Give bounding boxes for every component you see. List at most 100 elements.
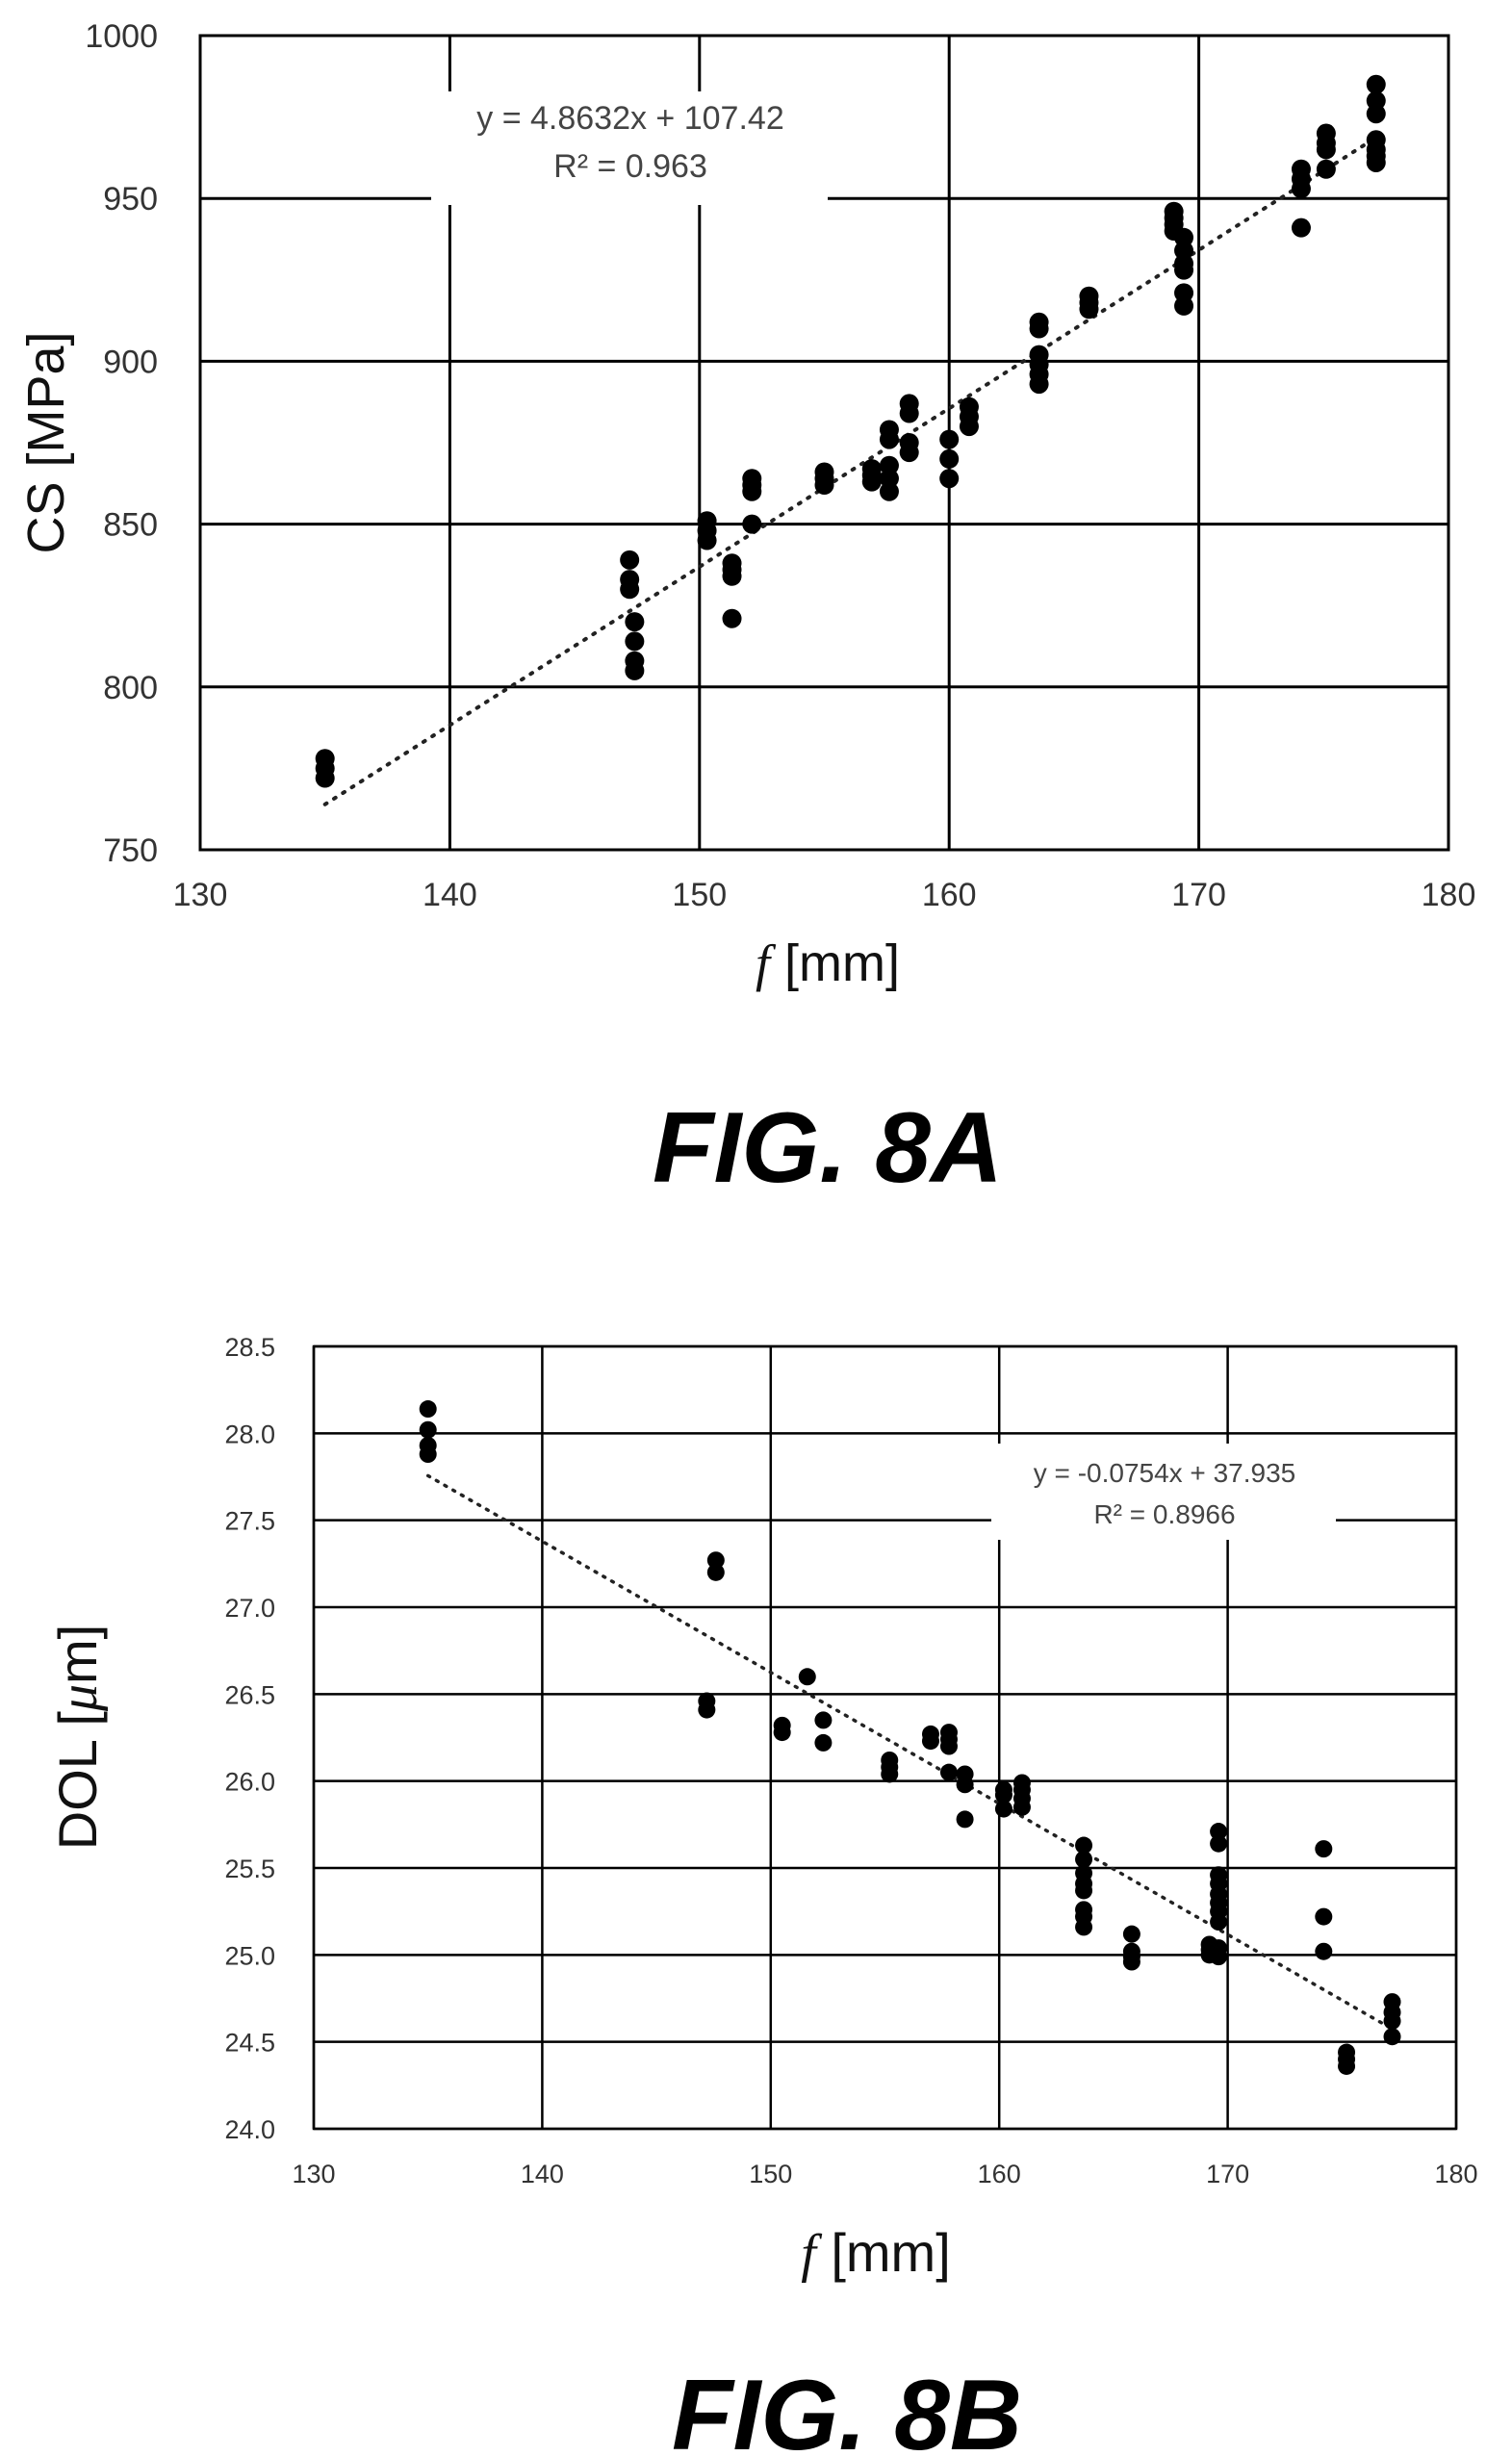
chartA-data-point xyxy=(1316,140,1336,160)
chart-8b-equation-box xyxy=(991,1444,1336,1540)
chartB-data-point xyxy=(1315,1907,1333,1926)
chartA-x-tick-label: 180 xyxy=(1422,877,1476,913)
chartA-data-point xyxy=(1174,260,1194,280)
chart-8b-caption: FIG. 8B xyxy=(672,2360,1022,2456)
chartA-data-point xyxy=(899,403,919,423)
chartA-x-tick-label: 170 xyxy=(1171,877,1226,913)
chart-8a-equation-box xyxy=(431,91,828,205)
chartA-data-point xyxy=(625,612,645,632)
chartA-y-tick-label: 1000 xyxy=(85,18,158,55)
chartA-data-point xyxy=(742,481,762,501)
chart-8b-y-axis-prefix: DOL [ xyxy=(47,1711,108,1851)
chartB-data-point xyxy=(798,1668,816,1686)
chartB-y-tick-label: 25.0 xyxy=(224,1941,275,1970)
chartA-data-point xyxy=(1291,179,1311,199)
chartA-data-point xyxy=(315,768,335,788)
chartA-data-point xyxy=(625,660,645,680)
chartA-data-point xyxy=(1291,217,1311,238)
chartA-data-point xyxy=(697,530,717,550)
chartB-data-point xyxy=(921,1732,939,1751)
chartA-y-tick-label: 750 xyxy=(103,832,158,869)
chartA-data-point xyxy=(939,448,960,469)
chartB-x-tick-label: 150 xyxy=(749,2160,792,2188)
chartA-x-tick-label: 160 xyxy=(922,877,977,913)
chartA-x-tick-label: 140 xyxy=(423,877,477,913)
chartB-data-point xyxy=(698,1701,716,1719)
chartB-data-point xyxy=(1210,1948,1228,1966)
chartA-data-point xyxy=(722,566,742,586)
chartB-data-point xyxy=(1338,2057,1356,2075)
chartB-data-point xyxy=(956,1776,974,1794)
chart-8a-r-squared: R² = 0.963 xyxy=(553,148,707,185)
chartA-data-point xyxy=(899,443,919,463)
chart-8a-x-axis-unit: [mm] xyxy=(770,934,900,992)
chart-8b-r-squared: R² = 0.8966 xyxy=(1093,1499,1235,1529)
chartB-data-point xyxy=(1075,1918,1093,1936)
chartB-y-tick-label: 28.5 xyxy=(224,1333,275,1362)
chartA-data-point xyxy=(939,429,960,449)
chartA-y-tick-label: 850 xyxy=(103,507,158,544)
chart-8a-caption: FIG. 8A xyxy=(653,1092,1003,1204)
chartB-data-point xyxy=(419,1420,437,1439)
chartA-data-point xyxy=(939,469,960,489)
chartB-data-point xyxy=(939,1763,958,1781)
chartB-data-point xyxy=(1012,1798,1031,1816)
chartB-data-point xyxy=(939,1737,958,1755)
chartA-y-tick-label: 900 xyxy=(103,344,158,380)
chart-8b-trendline xyxy=(425,1473,1390,2029)
chartA-data-point xyxy=(1366,74,1386,94)
chartB-data-point xyxy=(1122,1925,1140,1943)
chartB-x-tick-label: 140 xyxy=(521,2160,564,2188)
chartB-data-point xyxy=(1315,1942,1333,1960)
chartA-data-point xyxy=(722,608,742,628)
chartB-data-point xyxy=(956,1810,974,1829)
chartB-y-tick-label: 24.5 xyxy=(224,2029,275,2058)
chart-8a-x-axis-title: f [mm] xyxy=(756,934,900,992)
chartA-x-tick-label: 150 xyxy=(672,877,727,913)
chartA-data-point xyxy=(625,631,645,652)
chartA-data-point xyxy=(620,550,640,570)
chartA-data-point xyxy=(1316,159,1336,179)
chartA-data-point xyxy=(1366,152,1386,172)
chartB-y-tick-label: 27.5 xyxy=(224,1507,275,1536)
chartB-y-tick-label: 24.0 xyxy=(224,2115,275,2144)
chartB-data-point xyxy=(814,1733,833,1752)
chartB-data-point xyxy=(1383,2028,1401,2046)
chartB-data-point xyxy=(1075,1881,1093,1900)
chart-8a-y-axis-title: CS [MPa] xyxy=(17,331,75,553)
chartA-data-point xyxy=(861,472,882,492)
chartA-data-point xyxy=(814,474,834,495)
chartB-data-point xyxy=(419,1400,437,1419)
chartA-data-point xyxy=(1029,319,1049,339)
chartB-data-point xyxy=(1075,1850,1093,1868)
chart-8b-y-axis-suffix: m] xyxy=(47,1625,108,1684)
chartA-data-point xyxy=(620,579,640,600)
chartB-data-point xyxy=(1383,2011,1401,2030)
chart-8b: 130 140 150 160 170 180 24.0 24.5 25.0 25.5 26.0 26… xyxy=(47,1333,1478,2456)
chartA-data-point xyxy=(742,514,762,534)
chart-8b-y-axis-variable: μ xyxy=(49,1684,109,1712)
chart-8b-tick-labels: 130 140 150 160 170 180 24.0 24.5 25.0 25.5 26.0 26… xyxy=(224,1333,1477,2188)
chartA-data-point xyxy=(1366,104,1386,124)
chartB-data-point xyxy=(1122,1953,1140,1971)
chartB-x-tick-label: 180 xyxy=(1434,2160,1477,2188)
chartB-data-point xyxy=(1210,1823,1228,1841)
chartB-x-tick-label: 130 xyxy=(292,2160,335,2188)
chartA-data-point xyxy=(959,417,979,437)
chartA-x-tick-label: 130 xyxy=(173,877,228,913)
chartA-y-tick-label: 950 xyxy=(103,181,158,217)
chartB-data-point xyxy=(814,1711,833,1729)
chartB-trendline-line xyxy=(425,1473,1390,2029)
chart-8a-points xyxy=(315,74,1386,788)
chartB-y-tick-label: 26.0 xyxy=(224,1768,275,1797)
chart-8b-x-axis-unit: [mm] xyxy=(816,2222,951,2283)
chartB-data-point xyxy=(881,1765,899,1783)
chartA-data-point xyxy=(1079,299,1099,320)
chartB-data-point xyxy=(773,1724,791,1742)
chartB-data-point xyxy=(994,1800,1012,1818)
chart-8a: 130 140 150 160 170 180 750 800 850 900 950 1000 y … xyxy=(17,18,1475,1204)
chartA-data-point xyxy=(1029,374,1049,395)
chartB-y-tick-label: 27.0 xyxy=(224,1594,275,1623)
chartB-y-tick-label: 25.5 xyxy=(224,1855,275,1883)
